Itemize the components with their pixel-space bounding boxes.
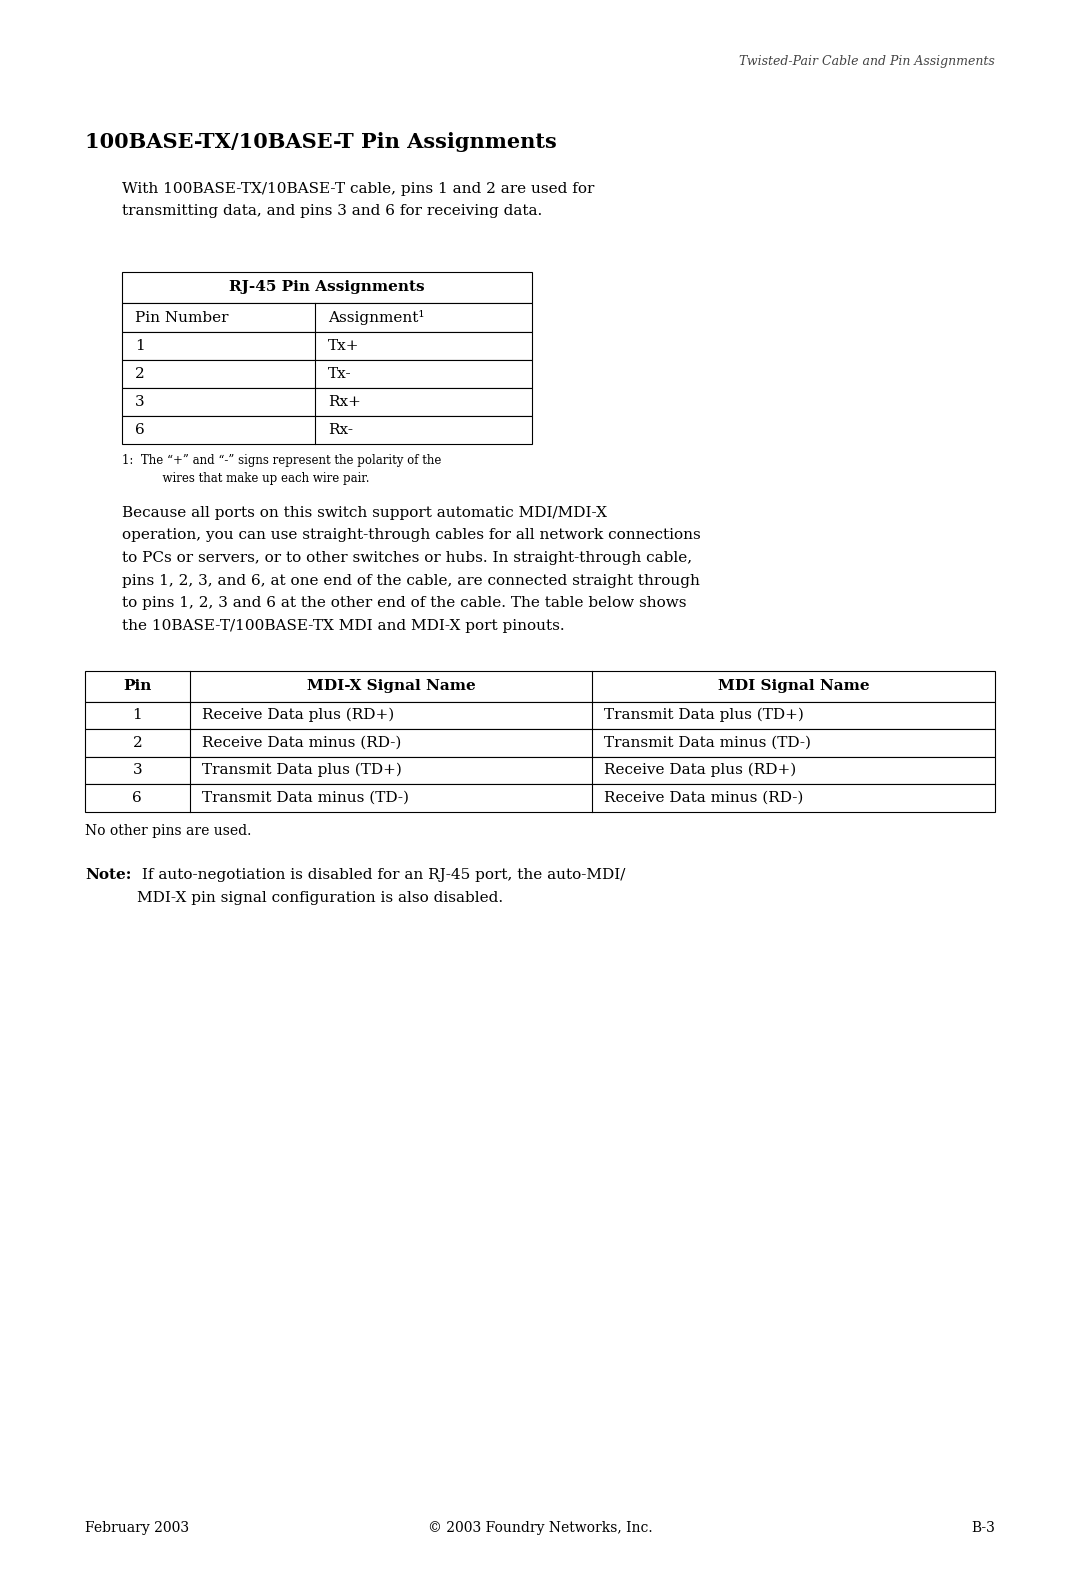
Text: operation, you can use straight-through cables for all network connections: operation, you can use straight-through … — [122, 529, 701, 543]
Bar — [85, 702, 995, 728]
Text: Transmit Data minus (TD-): Transmit Data minus (TD-) — [605, 736, 811, 750]
Text: Pin: Pin — [123, 678, 151, 692]
Text: Transmit Data minus (TD-): Transmit Data minus (TD-) — [202, 791, 408, 805]
Bar — [122, 331, 532, 360]
Text: 1:  The “+” and “-” signs represent the polarity of the: 1: The “+” and “-” signs represent the p… — [122, 454, 442, 466]
Text: 1: 1 — [133, 708, 143, 722]
Text: Transmit Data plus (TD+): Transmit Data plus (TD+) — [202, 763, 402, 777]
Bar — [85, 783, 995, 812]
Text: 2: 2 — [135, 367, 145, 382]
Bar — [122, 388, 532, 416]
Bar — [122, 303, 532, 331]
Text: Tx-: Tx- — [327, 367, 351, 382]
Text: Transmit Data plus (TD+): Transmit Data plus (TD+) — [605, 708, 805, 722]
Text: pins 1, 2, 3, and 6, at one end of the cable, are connected straight through: pins 1, 2, 3, and 6, at one end of the c… — [122, 573, 700, 587]
Text: Receive Data plus (RD+): Receive Data plus (RD+) — [202, 708, 394, 722]
Text: Receive Data minus (RD-): Receive Data minus (RD-) — [605, 791, 804, 805]
Bar — [122, 360, 532, 388]
Text: wires that make up each wire pair.: wires that make up each wire pair. — [140, 471, 369, 485]
Text: transmitting data, and pins 3 and 6 for receiving data.: transmitting data, and pins 3 and 6 for … — [122, 204, 542, 218]
Text: No other pins are used.: No other pins are used. — [85, 824, 252, 837]
Text: Receive Data minus (RD-): Receive Data minus (RD-) — [202, 736, 401, 750]
Text: to PCs or servers, or to other switches or hubs. In straight-through cable,: to PCs or servers, or to other switches … — [122, 551, 692, 565]
Text: 1: 1 — [135, 339, 145, 353]
Text: 3: 3 — [135, 396, 145, 410]
Text: If auto-negotiation is disabled for an RJ-45 port, the auto-MDI/: If auto-negotiation is disabled for an R… — [137, 868, 625, 881]
Bar — [122, 272, 532, 303]
Bar — [85, 757, 995, 783]
Text: Tx+: Tx+ — [327, 339, 360, 353]
Text: 100BASE-TX/10BASE-T Pin Assignments: 100BASE-TX/10BASE-T Pin Assignments — [85, 132, 557, 152]
Text: Assignment¹: Assignment¹ — [327, 309, 424, 325]
Text: Note:: Note: — [85, 868, 132, 881]
Text: Twisted-Pair Cable and Pin Assignments: Twisted-Pair Cable and Pin Assignments — [739, 55, 995, 69]
Text: Rx+: Rx+ — [327, 396, 361, 410]
Text: February 2003: February 2003 — [85, 1521, 189, 1535]
Text: RJ-45 Pin Assignments: RJ-45 Pin Assignments — [229, 281, 424, 295]
Text: MDI Signal Name: MDI Signal Name — [718, 678, 869, 692]
Text: MDI-X Signal Name: MDI-X Signal Name — [307, 678, 475, 692]
Text: Because all ports on this switch support automatic MDI/MDI-X: Because all ports on this switch support… — [122, 506, 607, 520]
Bar — [85, 728, 995, 757]
Text: Rx-: Rx- — [327, 422, 353, 436]
Bar — [122, 416, 532, 444]
Text: to pins 1, 2, 3 and 6 at the other end of the cable. The table below shows: to pins 1, 2, 3 and 6 at the other end o… — [122, 597, 687, 611]
Text: © 2003 Foundry Networks, Inc.: © 2003 Foundry Networks, Inc. — [428, 1521, 652, 1535]
Bar — [85, 670, 995, 702]
Text: 3: 3 — [133, 763, 143, 777]
Text: Receive Data plus (RD+): Receive Data plus (RD+) — [605, 763, 797, 777]
Text: 6: 6 — [135, 422, 145, 436]
Text: With 100BASE-TX/10BASE-T cable, pins 1 and 2 are used for: With 100BASE-TX/10BASE-T cable, pins 1 a… — [122, 182, 594, 196]
Text: 2: 2 — [133, 736, 143, 750]
Text: MDI-X pin signal configuration is also disabled.: MDI-X pin signal configuration is also d… — [137, 892, 503, 904]
Text: the 10BASE-T/100BASE-TX MDI and MDI-X port pinouts.: the 10BASE-T/100BASE-TX MDI and MDI-X po… — [122, 619, 565, 633]
Text: 6: 6 — [133, 791, 143, 805]
Text: Pin Number: Pin Number — [135, 311, 229, 325]
Text: B-3: B-3 — [971, 1521, 995, 1535]
